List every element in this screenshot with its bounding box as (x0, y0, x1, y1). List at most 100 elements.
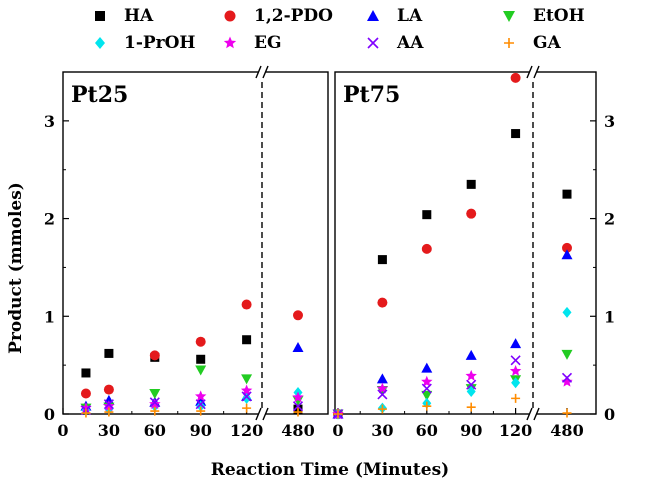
legend-marker-1-2-pdo (224, 10, 236, 22)
data-point-aa (466, 379, 477, 390)
x-axis-label: Reaction Time (Minutes) (211, 460, 449, 480)
data-point-aa (292, 401, 304, 412)
data-point-1-proh (562, 306, 572, 318)
data-point-aa (103, 399, 114, 410)
legend-label-etoh: EtOH (533, 6, 585, 26)
data-point-aa (241, 391, 252, 402)
data-point-etoh (195, 365, 207, 376)
legend-marker-1-proh (95, 37, 105, 49)
data-point-ha (511, 129, 521, 139)
legend-marker-eg (223, 36, 237, 49)
axis-break-slash (526, 65, 533, 79)
data-point-etoh (561, 349, 573, 360)
axis-break-mark (526, 407, 540, 421)
data-point-aa (195, 399, 206, 410)
legend-item-ga: GA (504, 33, 562, 53)
axes-text: Product (mmoles) Reaction Time (Minutes) (6, 182, 449, 480)
y-tick-label: 1 (44, 307, 55, 326)
data-point-la (376, 373, 388, 384)
x-tick-label: 90 (190, 421, 212, 440)
axis-break-slash (255, 65, 262, 79)
data-point-1-2-pdo (377, 297, 388, 308)
legend-label-1-2-pdo: 1,2-PDO (254, 6, 333, 26)
data-point-ga (377, 404, 387, 414)
data-point-eg (561, 375, 573, 387)
data-point-ha (242, 335, 252, 345)
y-tick-label: 3 (44, 112, 55, 131)
data-point-etoh (292, 395, 304, 406)
data-point-eg (149, 398, 161, 410)
plot-frame (62, 71, 329, 415)
axis-break-slash (255, 407, 262, 421)
plot-frame (334, 71, 597, 415)
data-point-eg (421, 375, 433, 387)
legend-item-aa: AA (367, 33, 424, 53)
x-tick-label: 90 (460, 421, 482, 440)
series-la (80, 342, 304, 411)
legend-item-1-2-pdo: 1,2-PDO (224, 6, 333, 26)
x-tick-label: 60 (144, 421, 166, 440)
legend-item-eg: EG (223, 33, 281, 53)
data-point-la (510, 338, 522, 349)
legend-marker-la (367, 10, 379, 21)
data-point-eg (465, 369, 477, 381)
data-point-eg (194, 390, 207, 402)
data-point-1-2-pdo (195, 336, 206, 347)
legend-label-1-proh: 1-PrOH (124, 33, 196, 53)
legend-item-etoh: EtOH (503, 6, 585, 26)
data-point-etoh (421, 390, 433, 401)
data-point-aa (377, 389, 388, 400)
legend-marker-ha (95, 11, 105, 21)
data-point-ga (242, 403, 252, 413)
data-point-ga (466, 402, 476, 412)
axis-break-mark-top (255, 65, 269, 79)
data-point-eg (509, 365, 522, 376)
x-tick-label: 30 (98, 421, 120, 440)
series-1-proh (81, 387, 303, 416)
legend: HA 1,2-PDO LA EtOH 1-PrOH EG AA GA (95, 6, 585, 53)
legend-label-ga: GA (533, 33, 562, 53)
legend-marker-etoh (503, 11, 515, 22)
legend-label-ha: HA (124, 6, 154, 26)
data-point-eg (292, 391, 304, 403)
data-point-1-2-pdo (421, 243, 432, 254)
axis-break-gap (258, 66, 266, 78)
data-point-la (561, 249, 573, 260)
legend-marker-aa (367, 37, 379, 49)
legend-item-1-proh: 1-PrOH (95, 33, 196, 53)
series-ha (333, 129, 572, 419)
series-aa (80, 391, 304, 416)
series-ga (333, 393, 572, 419)
series-la (332, 249, 573, 419)
legend-label-la: LA (397, 6, 423, 26)
data-point-ga (333, 409, 343, 419)
data-point-1-2-pdo (80, 388, 91, 399)
data-point-1-2-pdo (466, 208, 477, 219)
data-point-aa (421, 383, 432, 394)
x-tick-label: 120 (499, 421, 532, 440)
data-point-ha (81, 368, 91, 378)
data-point-1-2-pdo (293, 310, 303, 321)
series-1-proh (333, 306, 572, 420)
x-tick-label: 480 (281, 421, 314, 440)
data-point-1-proh (196, 400, 206, 412)
data-point-1-2-pdo (149, 350, 160, 361)
data-point-ha (466, 179, 476, 189)
data-point-la (292, 342, 304, 353)
data-point-la (421, 362, 433, 373)
x-tick-label: 120 (230, 421, 263, 440)
legend-marker-ga (504, 38, 514, 48)
axis-break-slash (262, 65, 269, 79)
data-point-1-proh (242, 392, 252, 404)
data-point-ga (196, 406, 206, 416)
data-point-ga (511, 393, 521, 403)
y-axis-label: Product (mmoles) (6, 182, 26, 354)
data-point-1-2-pdo (103, 384, 114, 395)
legend-label-aa: AA (396, 33, 424, 53)
panel-title: Pt75 (343, 82, 400, 108)
data-point-aa (510, 355, 521, 366)
y-tick-label: 1 (604, 307, 615, 326)
series-1-2-pdo (333, 72, 572, 419)
axis-break-slash (526, 407, 533, 421)
